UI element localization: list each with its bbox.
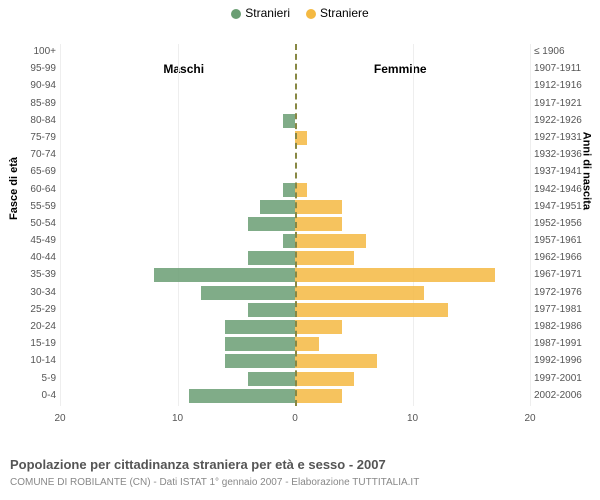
plot-area: Maschi Femmine 100+≤ 190695-991907-19119… bbox=[60, 30, 530, 430]
legend-swatch bbox=[231, 9, 241, 19]
age-label: 10-14 bbox=[12, 355, 56, 366]
birth-year-label: 1937-1941 bbox=[534, 166, 596, 177]
birth-year-label: 1907-1911 bbox=[534, 63, 596, 74]
age-label: 45-49 bbox=[12, 235, 56, 246]
age-label: 60-64 bbox=[12, 184, 56, 195]
birth-year-label: 1912-1916 bbox=[534, 80, 596, 91]
female-bar bbox=[295, 320, 342, 334]
birth-year-label: 1942-1946 bbox=[534, 184, 596, 195]
age-label: 75-79 bbox=[12, 132, 56, 143]
chart-subcaption: COMUNE DI ROBILANTE (CN) - Dati ISTAT 1°… bbox=[10, 477, 419, 488]
age-label: 25-29 bbox=[12, 304, 56, 315]
male-bar bbox=[225, 337, 296, 351]
x-tick-label: 10 bbox=[172, 413, 183, 424]
female-bar bbox=[295, 217, 342, 231]
legend: Stranieri Straniere bbox=[0, 0, 600, 20]
chart-caption: Popolazione per cittadinanza straniera p… bbox=[10, 457, 386, 472]
female-bar bbox=[295, 200, 342, 214]
age-label: 30-34 bbox=[12, 287, 56, 298]
female-bar bbox=[295, 389, 342, 403]
female-bar bbox=[295, 251, 354, 265]
birth-year-label: 1972-1976 bbox=[534, 287, 596, 298]
birth-year-label: 1997-2001 bbox=[534, 373, 596, 384]
male-bar bbox=[201, 286, 295, 300]
x-tick-label: 0 bbox=[292, 413, 298, 424]
age-label: 85-89 bbox=[12, 98, 56, 109]
male-bar bbox=[260, 200, 295, 214]
birth-year-label: 1952-1956 bbox=[534, 218, 596, 229]
age-label: 0-4 bbox=[12, 390, 56, 401]
birth-year-label: ≤ 1906 bbox=[534, 46, 596, 57]
legend-label: Stranieri bbox=[245, 6, 290, 20]
male-bar bbox=[283, 183, 295, 197]
female-bar bbox=[295, 337, 319, 351]
birth-year-label: 1927-1931 bbox=[534, 132, 596, 143]
age-label: 40-44 bbox=[12, 252, 56, 263]
male-bar bbox=[248, 251, 295, 265]
birth-year-label: 1922-1926 bbox=[534, 115, 596, 126]
legend-item: Straniere bbox=[306, 6, 369, 20]
male-bar bbox=[248, 303, 295, 317]
age-label: 55-59 bbox=[12, 201, 56, 212]
male-bar bbox=[154, 268, 295, 282]
birth-year-label: 1992-1996 bbox=[534, 355, 596, 366]
birth-year-label: 1947-1951 bbox=[534, 201, 596, 212]
male-bar bbox=[248, 217, 295, 231]
age-label: 15-19 bbox=[12, 338, 56, 349]
birth-year-label: 1917-1921 bbox=[534, 98, 596, 109]
age-label: 80-84 bbox=[12, 115, 56, 126]
age-label: 20-24 bbox=[12, 321, 56, 332]
age-label: 90-94 bbox=[12, 80, 56, 91]
female-bar bbox=[295, 234, 366, 248]
male-bar bbox=[283, 234, 295, 248]
x-tick-label: 20 bbox=[524, 413, 535, 424]
birth-year-label: 1962-1966 bbox=[534, 252, 596, 263]
legend-swatch bbox=[306, 9, 316, 19]
x-gridline bbox=[530, 44, 531, 406]
age-label: 95-99 bbox=[12, 63, 56, 74]
male-bar bbox=[225, 354, 296, 368]
age-label: 100+ bbox=[12, 46, 56, 57]
birth-year-label: 1987-1991 bbox=[534, 338, 596, 349]
male-bar bbox=[189, 389, 295, 403]
birth-year-label: 1932-1936 bbox=[534, 149, 596, 160]
legend-label: Straniere bbox=[320, 6, 369, 20]
x-tick-label: 10 bbox=[407, 413, 418, 424]
age-label: 65-69 bbox=[12, 166, 56, 177]
male-bar bbox=[248, 372, 295, 386]
legend-item: Stranieri bbox=[231, 6, 290, 20]
birth-year-label: 1982-1986 bbox=[534, 321, 596, 332]
birth-year-label: 1977-1981 bbox=[534, 304, 596, 315]
male-bar bbox=[225, 320, 296, 334]
birth-year-label: 1967-1971 bbox=[534, 269, 596, 280]
x-tick-label: 20 bbox=[54, 413, 65, 424]
birth-year-label: 1957-1961 bbox=[534, 235, 596, 246]
population-pyramid-chart: StranieriStraniere Fasce di età Anni di … bbox=[0, 0, 600, 500]
male-bar bbox=[283, 114, 295, 128]
female-bar bbox=[295, 268, 495, 282]
female-bar bbox=[295, 303, 448, 317]
female-bar bbox=[295, 372, 354, 386]
birth-year-label: 2002-2006 bbox=[534, 390, 596, 401]
age-label: 50-54 bbox=[12, 218, 56, 229]
female-bar bbox=[295, 286, 424, 300]
age-label: 70-74 bbox=[12, 149, 56, 160]
female-bar bbox=[295, 354, 377, 368]
age-label: 5-9 bbox=[12, 373, 56, 384]
age-label: 35-39 bbox=[12, 269, 56, 280]
center-axis-line bbox=[295, 44, 297, 406]
